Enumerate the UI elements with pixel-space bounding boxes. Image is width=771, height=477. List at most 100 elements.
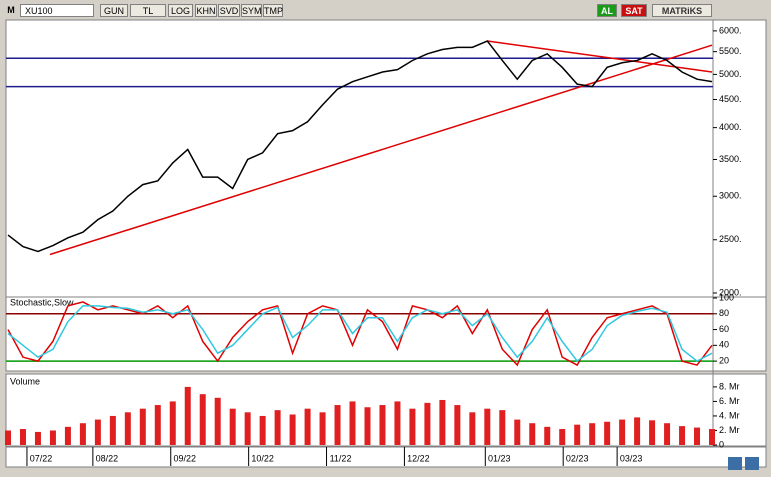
y-tick-label: 5500. (719, 46, 742, 56)
bar (694, 427, 701, 445)
trend-line (49, 44, 713, 256)
data-line (7, 305, 713, 363)
bar (664, 423, 671, 445)
x-tick-label: 09/22 (173, 453, 196, 463)
y-tick-label: 4. Mr (719, 410, 740, 420)
y-tick-label: 2. Mr (719, 425, 740, 435)
bar (79, 423, 86, 445)
y-tick-label: 0 (719, 439, 724, 449)
bar (379, 405, 386, 445)
y-tick-label: 60 (719, 324, 729, 334)
y-tick-label: 40 (719, 340, 729, 350)
bar (349, 401, 356, 445)
x-tick-label: 10/22 (251, 453, 274, 463)
bar (199, 394, 206, 445)
bar (454, 405, 461, 445)
y-tick-label: 100 (719, 292, 734, 302)
data-line (7, 301, 713, 367)
bar (169, 401, 176, 445)
x-axis-panel (5, 446, 767, 468)
bar (499, 410, 506, 445)
bar (469, 412, 476, 445)
brand: MATRiKS (652, 4, 712, 17)
toolbar-button[interactable]: SYM (241, 4, 262, 17)
x-tick-label: 03/23 (620, 453, 643, 463)
bar (589, 423, 596, 445)
symbol-box[interactable]: XU100 (20, 4, 94, 17)
x-tick-label: 11/22 (330, 453, 352, 463)
y-tick-label: 4000. (719, 122, 742, 132)
x-tick-label: 02/23 (566, 453, 589, 463)
bar (19, 429, 26, 445)
y-tick-label: 2500. (719, 234, 742, 244)
x-tick-label: 01/23 (488, 453, 511, 463)
bar (139, 408, 146, 445)
bar (364, 407, 371, 445)
y-tick-label: 20 (719, 355, 729, 365)
panel-title: Volume (10, 376, 40, 386)
bar (424, 402, 431, 445)
bar (289, 414, 296, 445)
bar (409, 408, 416, 445)
toolbar-button[interactable]: SVD (218, 4, 240, 17)
bar (304, 408, 311, 445)
bar (64, 426, 71, 445)
bar (214, 397, 221, 445)
bar (184, 386, 191, 445)
zoom-icon[interactable] (745, 457, 759, 470)
toolbar-button[interactable]: GUN (100, 4, 128, 17)
bar (49, 430, 56, 445)
toolbar-button[interactable]: TMP (263, 4, 283, 17)
bar (319, 412, 326, 445)
bar (559, 429, 566, 445)
symbol-prefix: M (7, 5, 15, 15)
bar (574, 424, 581, 445)
bar (709, 429, 715, 445)
bar (124, 412, 131, 445)
buy-button[interactable]: AL (597, 4, 617, 17)
y-tick-label: 5000. (719, 69, 742, 79)
bar (109, 415, 116, 445)
bar (259, 415, 266, 445)
bar (634, 417, 641, 445)
y-tick-label: 4500. (719, 94, 742, 104)
panel-title: Stochastic,Slow (10, 297, 74, 307)
bar (334, 405, 341, 445)
x-tick-label: 12/22 (407, 453, 430, 463)
bar (5, 430, 11, 445)
bar (544, 426, 551, 445)
y-tick-label: 80 (719, 308, 729, 318)
bar (529, 423, 536, 445)
bar (229, 408, 236, 445)
y-tick-label: 3500. (719, 154, 742, 164)
bar (604, 421, 611, 445)
bar (34, 431, 41, 445)
x-tick-label: 08/22 (96, 453, 119, 463)
bar (394, 401, 401, 445)
y-tick-label: 6. Mr (719, 396, 740, 406)
toolbar-button[interactable]: KHN (195, 4, 217, 17)
scroll-icon[interactable] (728, 457, 742, 470)
x-tick-label: 07/22 (30, 453, 53, 463)
sell-button[interactable]: SAT (621, 4, 647, 17)
bar (439, 399, 446, 445)
bar (514, 419, 521, 445)
y-tick-label: 2000. (719, 287, 742, 297)
bar (94, 419, 101, 445)
toolbar-button[interactable]: TL (130, 4, 166, 17)
bar (619, 419, 626, 445)
bar (484, 408, 491, 445)
data-line (7, 40, 713, 253)
toolbar-button[interactable]: LOG (168, 4, 193, 17)
bar (244, 412, 251, 445)
bar (679, 426, 686, 445)
y-tick-label: 6000. (719, 25, 742, 35)
bar (649, 420, 656, 445)
y-tick-label: 3000. (719, 191, 742, 201)
bar (154, 405, 161, 445)
bar (274, 410, 281, 445)
price-panel (5, 19, 767, 298)
y-tick-label: 8. Mr (719, 381, 740, 391)
